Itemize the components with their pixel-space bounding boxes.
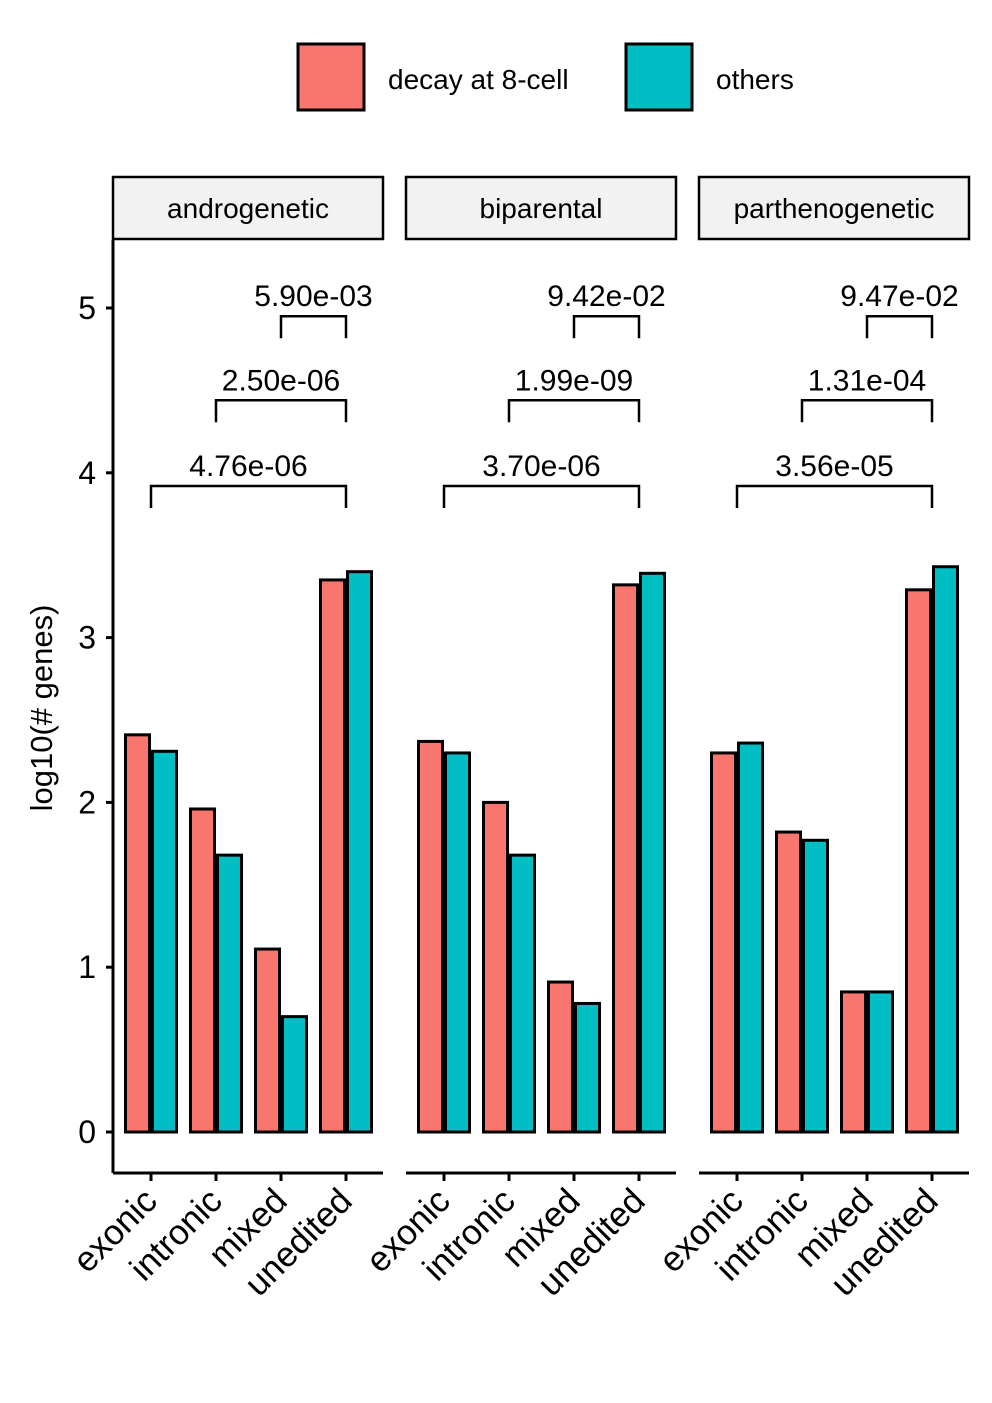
significance-bracket	[800, 399, 934, 423]
p-value-label: 1.31e-04	[808, 364, 926, 397]
bar	[124, 733, 151, 1134]
significance-bracket	[572, 314, 641, 339]
panels: androgeneticexonicintronicmixedunedited5…	[66, 175, 971, 1304]
significance-bracket	[865, 314, 934, 339]
bar	[509, 853, 536, 1134]
p-value-label: 9.47e-02	[840, 280, 958, 313]
panel-strip	[697, 175, 971, 241]
bar	[281, 1015, 308, 1134]
p-value-label: 9.42e-02	[547, 280, 665, 313]
bar	[151, 749, 178, 1134]
legend: decay at 8-cell others	[296, 42, 794, 112]
y-axis-label: log10(# genes)	[24, 605, 59, 812]
bar	[932, 565, 959, 1134]
panel-strip	[404, 175, 678, 241]
significance-bracket	[442, 484, 641, 508]
bar	[840, 990, 867, 1134]
y-tick-label: 0	[78, 1114, 96, 1150]
panel-title: biparental	[480, 193, 603, 224]
bar	[346, 570, 373, 1134]
legend-label: others	[716, 64, 794, 95]
bar	[216, 853, 243, 1134]
y-axis: log10(# genes) 0 1 2 3 4 5	[24, 240, 115, 1173]
bar	[189, 807, 216, 1134]
legend-swatch	[624, 42, 694, 112]
bar	[319, 578, 346, 1134]
bar	[612, 583, 639, 1134]
p-value-label: 4.76e-06	[189, 450, 307, 483]
significance-bracket	[507, 399, 641, 423]
bar	[710, 751, 737, 1134]
bar	[867, 990, 894, 1134]
bar	[737, 741, 764, 1134]
p-value-label: 2.50e-06	[222, 364, 340, 397]
y-tick-label: 5	[78, 290, 96, 326]
significance-bracket	[214, 399, 348, 423]
panel-title: androgenetic	[167, 193, 329, 224]
panel-biparental: biparentalexonicintronicmixedunedited9.4…	[359, 175, 678, 1304]
bar	[905, 588, 932, 1134]
legend-swatch	[296, 42, 366, 112]
panel-parthenogenetic: parthenogeneticexonicintronicmixedunedit…	[652, 175, 971, 1304]
panel-title: parthenogenetic	[734, 193, 935, 224]
panel-strip	[111, 175, 385, 241]
bar	[254, 947, 281, 1134]
significance-bracket	[735, 484, 934, 508]
y-tick-label: 4	[78, 455, 96, 491]
legend-label: decay at 8-cell	[388, 64, 569, 95]
bar	[574, 1001, 601, 1134]
bar	[639, 571, 666, 1134]
bar	[547, 980, 574, 1134]
bar	[417, 739, 444, 1134]
y-tick-label: 2	[78, 784, 96, 820]
y-tick-label: 1	[78, 949, 96, 985]
y-tick-label: 3	[78, 620, 96, 656]
bar	[482, 800, 509, 1134]
bar	[775, 830, 802, 1134]
significance-bracket	[149, 484, 348, 508]
bar	[802, 838, 829, 1134]
p-value-label: 5.90e-03	[254, 280, 372, 313]
bar	[444, 751, 471, 1134]
p-value-label: 3.56e-05	[775, 450, 893, 483]
p-value-label: 1.99e-09	[515, 364, 633, 397]
p-value-label: 3.70e-06	[482, 450, 600, 483]
significance-bracket	[279, 314, 348, 339]
